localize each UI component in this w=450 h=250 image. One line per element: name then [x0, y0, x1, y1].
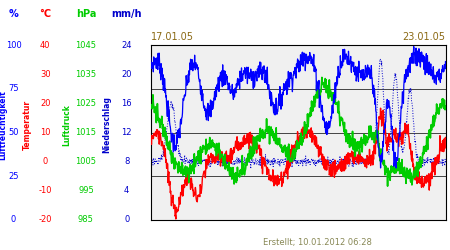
Text: -10: -10 — [39, 186, 52, 195]
Text: 1045: 1045 — [76, 40, 96, 50]
Text: Luftdruck: Luftdruck — [62, 104, 71, 146]
Text: Luftfeuchtigkeit: Luftfeuchtigkeit — [0, 90, 8, 160]
Text: -20: -20 — [39, 216, 52, 224]
Text: 1025: 1025 — [76, 99, 96, 108]
Text: 20: 20 — [122, 70, 132, 79]
Text: °C: °C — [39, 9, 51, 19]
Text: 12: 12 — [122, 128, 132, 137]
Text: Erstellt; 10.01.2012 06:28: Erstellt; 10.01.2012 06:28 — [263, 238, 372, 246]
Text: 0: 0 — [124, 216, 129, 224]
Text: hPa: hPa — [76, 9, 96, 19]
Text: 10: 10 — [40, 128, 50, 137]
Text: 30: 30 — [40, 70, 50, 79]
Text: 50: 50 — [8, 128, 19, 137]
Text: 995: 995 — [78, 186, 94, 195]
Text: 24: 24 — [122, 40, 132, 50]
Text: 23.01.05: 23.01.05 — [402, 32, 446, 42]
Text: mm/h: mm/h — [112, 9, 142, 19]
Text: Niederschlag: Niederschlag — [103, 96, 112, 154]
Text: 1015: 1015 — [76, 128, 96, 137]
Text: 4: 4 — [124, 186, 129, 195]
Text: 0: 0 — [11, 216, 16, 224]
Text: Temperatur: Temperatur — [22, 100, 32, 150]
Text: 40: 40 — [40, 40, 50, 50]
Text: 25: 25 — [8, 172, 19, 181]
Text: 985: 985 — [78, 216, 94, 224]
Text: 0: 0 — [43, 157, 48, 166]
Text: 16: 16 — [122, 99, 132, 108]
Text: 8: 8 — [124, 157, 129, 166]
Text: 100: 100 — [6, 40, 22, 50]
Text: %: % — [9, 9, 18, 19]
Text: 20: 20 — [40, 99, 50, 108]
Text: 1035: 1035 — [75, 70, 96, 79]
Text: 75: 75 — [8, 84, 19, 93]
Text: 17.01.05: 17.01.05 — [151, 32, 194, 42]
Text: 1005: 1005 — [76, 157, 96, 166]
